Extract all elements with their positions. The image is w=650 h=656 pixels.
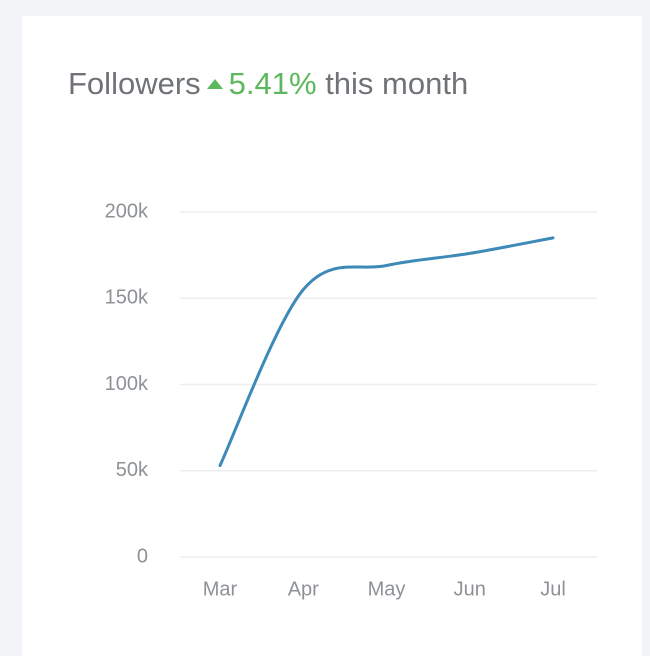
y-tick-label: 150k bbox=[105, 287, 149, 309]
line bbox=[218, 236, 555, 468]
x-tick-label: Mar bbox=[203, 578, 238, 600]
y-tick-label: 200k bbox=[105, 200, 149, 222]
x-tick-label: May bbox=[368, 578, 406, 600]
y-tick-label: 0 bbox=[137, 545, 148, 567]
x-tick-label: Apr bbox=[288, 578, 319, 600]
x-tick-label: Jul bbox=[540, 578, 566, 600]
x-tick-label: Jun bbox=[454, 578, 486, 600]
change-period: this month bbox=[325, 66, 469, 101]
chart-title: Followers bbox=[68, 66, 201, 101]
change: 5.41% bbox=[228, 66, 317, 101]
up-arrow bbox=[206, 78, 223, 89]
chart-header: Followers 5.41% this month bbox=[68, 66, 468, 102]
y-tick-label: 100k bbox=[105, 373, 149, 395]
y-tick-label: 50k bbox=[116, 459, 149, 481]
card: Followers 5.41% this month bbox=[22, 16, 642, 656]
